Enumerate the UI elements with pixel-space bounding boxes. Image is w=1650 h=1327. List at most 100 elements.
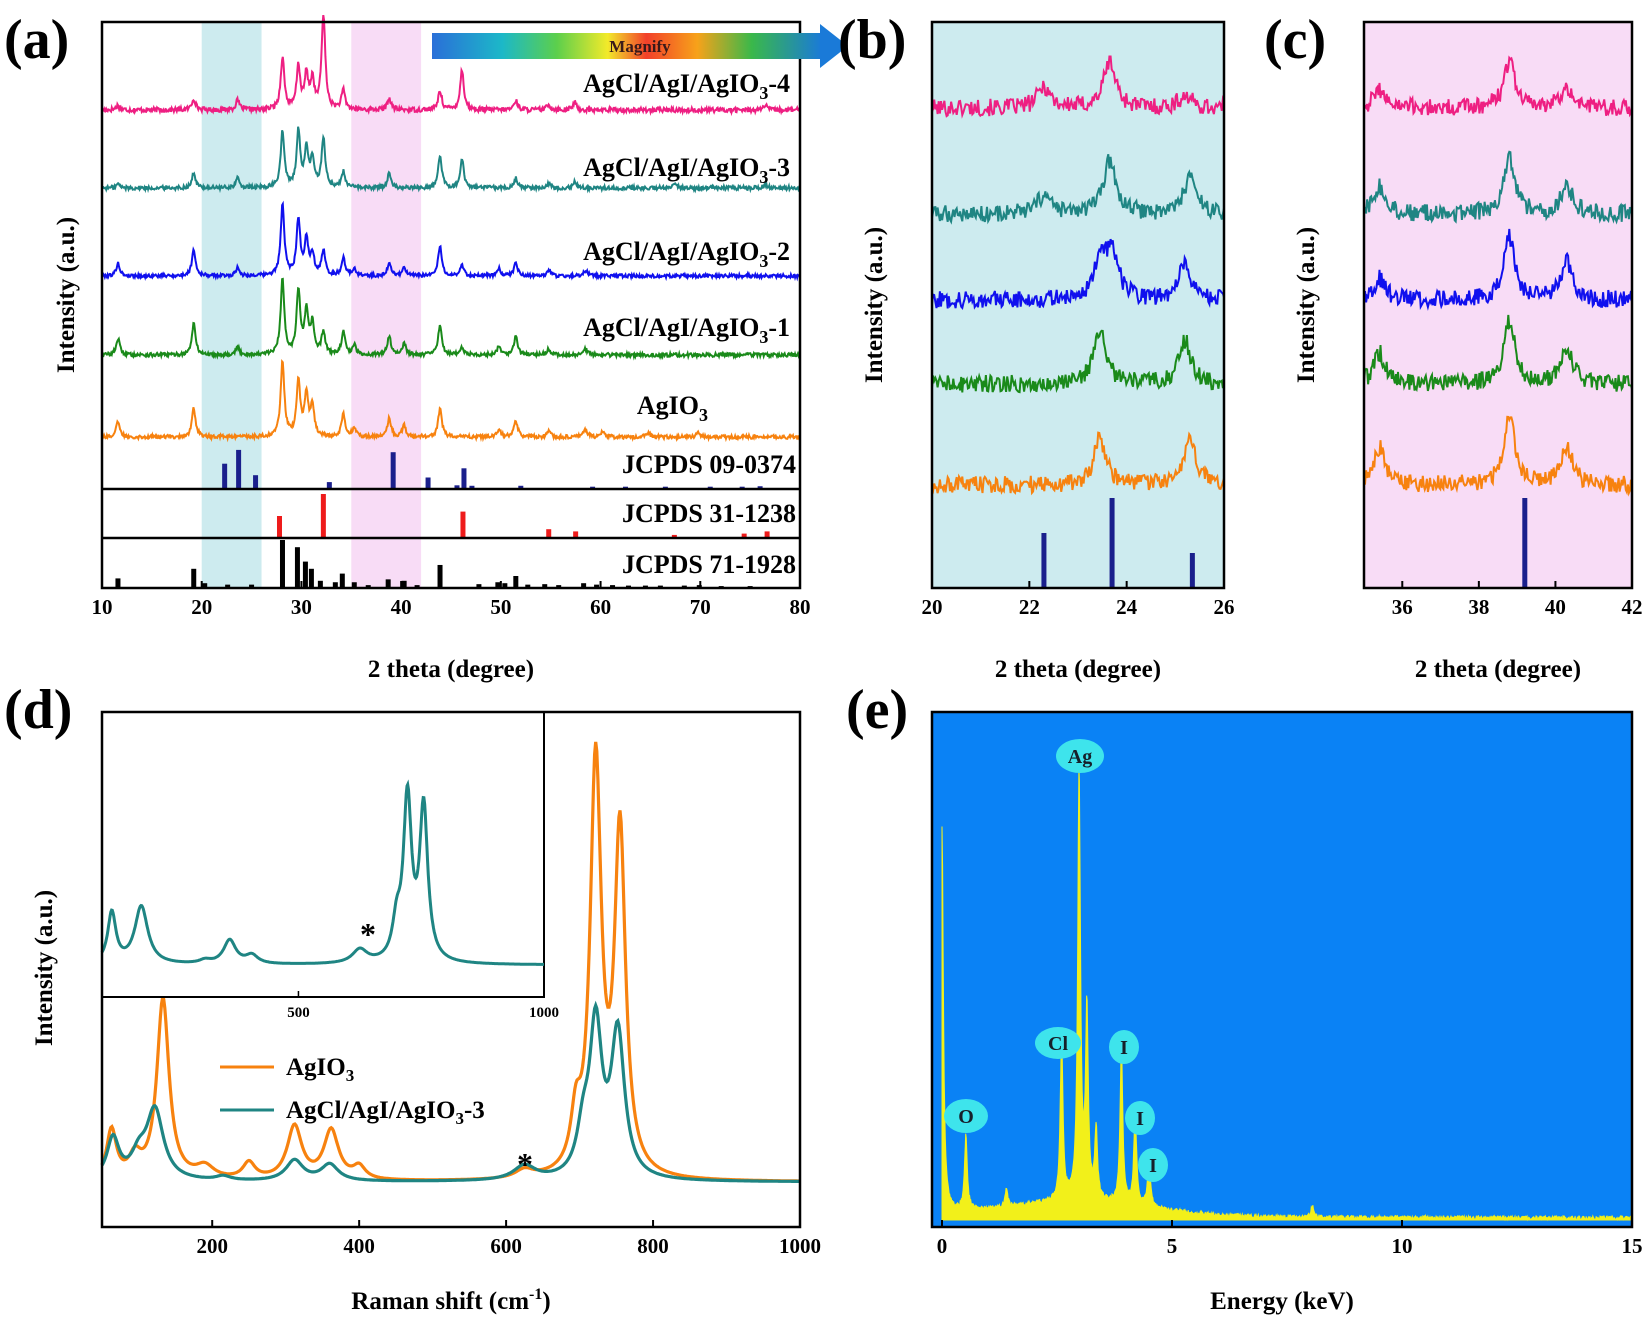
a-reference-line xyxy=(385,579,391,588)
b-series-line xyxy=(931,329,1225,394)
a-reference-line xyxy=(546,529,552,538)
e-plot-frame xyxy=(930,710,1634,1229)
a-reference-label: JCPDS 31-1238 xyxy=(622,499,796,528)
a-reference-line xyxy=(249,584,255,588)
d-plot-frame xyxy=(100,710,802,1229)
panel-a-label: (a) xyxy=(4,9,69,71)
magnify-label: Magnify xyxy=(609,37,671,56)
a-trace-label-part: AgCl/AgI/AgIO xyxy=(583,313,759,342)
a-reference-line xyxy=(594,584,600,588)
a-series-layer xyxy=(101,14,801,443)
c-y-axis-label: Intensity (a.u.) xyxy=(1293,227,1320,383)
a-reference-line xyxy=(326,482,332,489)
a-x-axis-ticks: 10 20 30 40 50 60 70 80 xyxy=(92,581,811,619)
c-band-background xyxy=(1364,22,1632,588)
c-x-axis-label: 2 theta (degree) xyxy=(1415,656,1581,683)
b-reference-line xyxy=(1189,553,1195,588)
d-x-axis-ticks: 200 400 600 800 1000 xyxy=(196,1220,821,1258)
c-reference-line xyxy=(1522,498,1528,588)
a-trace-label-part: -4 xyxy=(768,69,790,98)
a-reference-line xyxy=(279,540,285,588)
e-plot-background xyxy=(932,712,1632,1227)
a-highlight-band xyxy=(351,22,422,588)
a-reference-line xyxy=(671,534,677,538)
d-legend-label-agcl: AgCl/AgI/AgIO3-3 xyxy=(286,1097,485,1128)
a-trace-label-part: 3 xyxy=(699,405,708,425)
a-reference-line xyxy=(513,576,519,588)
c-series-line xyxy=(1363,228,1633,311)
a-y-axis-label: Intensity (a.u.) xyxy=(53,217,80,373)
a-reference-line xyxy=(332,582,338,588)
d-x-tick-label: 200 xyxy=(196,1234,228,1258)
b-x-tick-label: 24 xyxy=(1116,595,1138,619)
d-series-layer xyxy=(100,741,800,1183)
a-reference-line xyxy=(502,583,508,588)
c-series-line xyxy=(1363,55,1633,118)
panel-b-label: (b) xyxy=(838,9,906,71)
e-peak-marker xyxy=(1035,1027,1081,1059)
a-reference-line xyxy=(460,511,466,538)
a-reference-line xyxy=(222,463,228,489)
a-reference-line xyxy=(764,531,770,538)
c-x-tick-label: 40 xyxy=(1545,595,1566,619)
a-x-axis-label: 2 theta (degree) xyxy=(368,656,534,683)
b-plot-frame xyxy=(930,20,1226,590)
a-trace-label-part: -1 xyxy=(768,313,790,342)
c-x-tick-label: 42 xyxy=(1622,595,1643,619)
b-x-axis-ticks: 20 22 24 26 xyxy=(922,581,1235,619)
a-trace-label-part: 3 xyxy=(759,83,768,103)
a-trace-label-part: -2 xyxy=(768,237,790,266)
d-x-tick-label: 600 xyxy=(490,1234,522,1258)
a-series-line xyxy=(101,14,801,117)
b-series-line xyxy=(931,238,1225,310)
e-x-axis-label: Energy (keV) xyxy=(1210,1288,1354,1315)
a-series-line xyxy=(101,200,801,282)
e-peak-labels: Ag Cl I I I O xyxy=(944,739,1168,1182)
a-trace-label: AgCl/AgI/AgIO3-1 xyxy=(583,313,790,347)
a-reference-line xyxy=(401,580,407,588)
d-y-axis-label: Intensity (a.u.) xyxy=(31,890,58,1046)
b-reference-line xyxy=(1109,498,1115,588)
b-series-line xyxy=(931,153,1225,225)
c-plot-frame xyxy=(1362,20,1634,590)
a-reference-line xyxy=(757,486,763,489)
a-reference-line xyxy=(202,583,208,588)
panel-e-eds: Ag Cl I I I O 0 5 10 15 Energy (keV) (e) xyxy=(846,679,1643,1315)
e-x-tick-label: 10 xyxy=(1392,1234,1413,1258)
d-inset-series-line xyxy=(100,779,544,966)
a-reference-line xyxy=(525,584,531,588)
a-x-tick-label: 10 xyxy=(92,595,113,619)
e-spectrum-area xyxy=(941,766,1633,1222)
c-series-line xyxy=(1363,150,1633,225)
e-peak-marker xyxy=(1109,1030,1139,1064)
a-x-tick-label: 40 xyxy=(391,595,412,619)
b-y-axis-label: Intensity (a.u.) xyxy=(861,227,888,383)
panel-d-raman: 500 1000 200 400 600 800 1000 AgIO3 AgCl/AgI/… xyxy=(4,679,821,1315)
a-x-tick-label: 60 xyxy=(590,595,611,619)
a-reference-line xyxy=(276,516,282,538)
c-series-line xyxy=(1363,415,1633,497)
b-series-line xyxy=(931,55,1225,119)
a-trace-label-part: 3 xyxy=(759,251,768,271)
panel-b-xrd-zoom: 20 22 24 26 2 theta (degree) Intensity (a.u… xyxy=(838,9,1235,683)
e-x-tick-label: 5 xyxy=(1167,1234,1178,1258)
d-inset-star: * xyxy=(360,916,376,952)
a-reference-line xyxy=(581,583,587,588)
e-x-tick-label: 15 xyxy=(1622,1234,1643,1258)
e-peak-marker xyxy=(1138,1148,1168,1182)
a-reference-line xyxy=(253,475,259,489)
a-reference-line xyxy=(225,584,231,588)
a-x-tick-label: 30 xyxy=(291,595,312,619)
b-reference-line xyxy=(1041,533,1047,588)
a-reference-line xyxy=(437,564,443,588)
a-reference-line xyxy=(390,452,396,489)
e-spectrum-layer xyxy=(941,766,1633,1222)
a-reference-line xyxy=(425,477,431,489)
e-peak-label: I xyxy=(1149,1155,1157,1177)
a-reference-line xyxy=(518,485,524,489)
d-series-line xyxy=(100,1000,800,1183)
a-x-tick-label: 20 xyxy=(191,595,212,619)
a-series-line xyxy=(102,277,801,361)
